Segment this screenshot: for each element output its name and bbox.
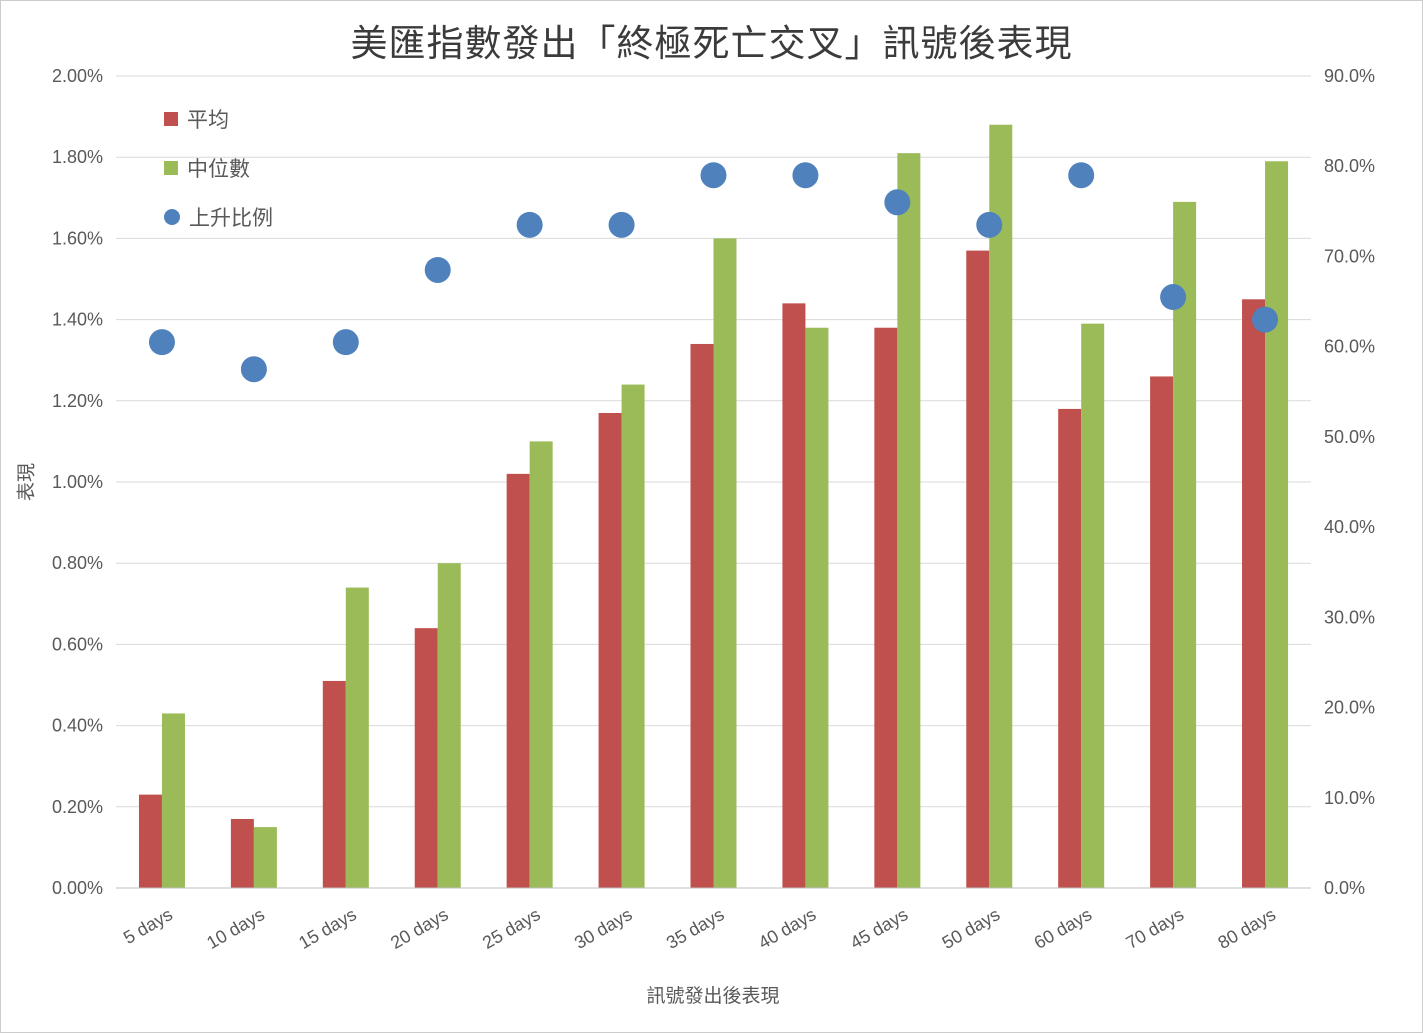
- scatter-point: [1252, 306, 1279, 333]
- bar-series-平均: [138, 250, 1266, 889]
- scatter-point: [976, 211, 1003, 238]
- scatter-point: [884, 189, 911, 216]
- bar: [782, 303, 806, 888]
- bar: [966, 250, 990, 888]
- x-axis-title: 訊號發出後表現: [646, 986, 780, 1007]
- bar: [1058, 408, 1082, 888]
- y-axis-title: 表現: [16, 462, 38, 502]
- scatter-point: [1160, 284, 1187, 311]
- x-axis-label: 45 days: [847, 904, 912, 953]
- left-axis-tick-label: 1.40%: [52, 310, 103, 330]
- x-axis-label: 35 days: [663, 904, 728, 953]
- bar: [1242, 299, 1266, 888]
- left-axis-tick-label: 0.80%: [52, 553, 103, 573]
- x-axis-label: 5 days: [120, 904, 176, 948]
- left-axis-tick-label: 0.20%: [52, 797, 103, 817]
- average-series-swatch-icon: [164, 112, 178, 126]
- bar: [414, 628, 438, 888]
- scatter-point: [516, 211, 543, 238]
- bar: [138, 794, 162, 888]
- left-axis-ticks: 0.00% 0.20% 0.40% 0.60% 0.80% 1.00% 1.20% 1.40%…: [52, 66, 103, 898]
- x-axis-label: 15 days: [295, 904, 360, 953]
- bar: [1265, 161, 1289, 888]
- right-axis-tick-label: 20.0%: [1324, 698, 1375, 718]
- scatter-point: [792, 162, 819, 189]
- x-axis-label: 70 days: [1123, 904, 1188, 953]
- right-axis-tick-label: 60.0%: [1324, 337, 1375, 357]
- x-axis-label: 80 days: [1214, 904, 1279, 953]
- left-axis-tick-label: 1.60%: [52, 228, 103, 248]
- chart-legend: 平均 中位數 上升比例: [164, 104, 273, 232]
- left-axis-tick-label: 0.00%: [52, 878, 103, 898]
- scatter-point: [424, 256, 451, 283]
- median-series-swatch-icon: [164, 161, 178, 175]
- bar: [529, 441, 553, 888]
- rise-ratio-series-swatch-icon: [164, 209, 180, 225]
- bar: [1173, 201, 1197, 889]
- right-axis-tick-label: 30.0%: [1324, 607, 1375, 627]
- right-axis-tick-label: 10.0%: [1324, 788, 1375, 808]
- right-axis-ticks: 0.0% 10.0% 20.0% 30.0% 40.0% 50.0% 60.0% 70.0% 8…: [1324, 66, 1375, 898]
- chart-title: 美匯指數發出「終極死亡交叉」訊號後表現: [350, 22, 1073, 65]
- x-axis-label: 40 days: [755, 904, 820, 953]
- bar: [690, 343, 714, 889]
- x-axis-label: 20 days: [387, 904, 452, 953]
- bar: [897, 153, 921, 888]
- bar: [621, 384, 645, 888]
- x-axis-label: 50 days: [939, 904, 1004, 953]
- legend-label-rise-ratio: 上升比例: [189, 207, 273, 230]
- x-axis-label: 25 days: [479, 904, 544, 953]
- legend-label-average: 平均: [187, 109, 229, 132]
- x-axis-label: 30 days: [571, 904, 636, 953]
- bar: [437, 563, 461, 888]
- left-axis-tick-label: 1.80%: [52, 147, 103, 167]
- right-axis-tick-label: 40.0%: [1324, 517, 1375, 537]
- bar: [989, 124, 1013, 889]
- bar: [506, 473, 530, 888]
- right-axis-tick-label: 90.0%: [1324, 66, 1375, 86]
- right-axis-tick-label: 50.0%: [1324, 427, 1375, 447]
- legend-label-median: 中位數: [187, 158, 250, 181]
- bar: [322, 680, 346, 888]
- legend-item-rise-ratio: 上升比例: [164, 202, 273, 232]
- bar: [805, 327, 829, 889]
- bar: [161, 713, 185, 888]
- right-axis-tick-label: 0.0%: [1324, 878, 1365, 898]
- scatter-point: [240, 356, 267, 383]
- bar: [598, 412, 622, 888]
- left-axis-tick-label: 2.00%: [52, 66, 103, 86]
- bar: [1081, 323, 1105, 888]
- bar: [874, 327, 898, 889]
- bar: [230, 818, 254, 888]
- bar: [713, 238, 737, 888]
- left-axis-tick-label: 1.00%: [52, 472, 103, 492]
- scatter-point: [608, 211, 635, 238]
- scatter-series-上升比例: [148, 162, 1279, 383]
- scatter-point: [148, 329, 175, 356]
- legend-item-average: 平均: [164, 104, 273, 134]
- right-axis-tick-label: 70.0%: [1324, 246, 1375, 266]
- scatter-point: [332, 329, 359, 356]
- bar: [1150, 376, 1174, 888]
- left-axis-tick-label: 1.20%: [52, 391, 103, 411]
- bar: [345, 587, 369, 888]
- bar-series-中位數: [161, 124, 1289, 889]
- x-axis-label: 60 days: [1031, 904, 1096, 953]
- legend-item-median: 中位數: [164, 153, 273, 183]
- scatter-point: [700, 162, 727, 189]
- bar: [253, 827, 277, 888]
- x-axis-label: 10 days: [203, 904, 268, 953]
- left-axis-tick-label: 0.40%: [52, 716, 103, 736]
- right-axis-tick-label: 80.0%: [1324, 156, 1375, 176]
- scatter-point: [1068, 162, 1095, 189]
- x-axis-labels: 5 days 10 days 15 days 20 days 25 days 30 day…: [120, 904, 1279, 953]
- left-axis-tick-label: 0.60%: [52, 634, 103, 654]
